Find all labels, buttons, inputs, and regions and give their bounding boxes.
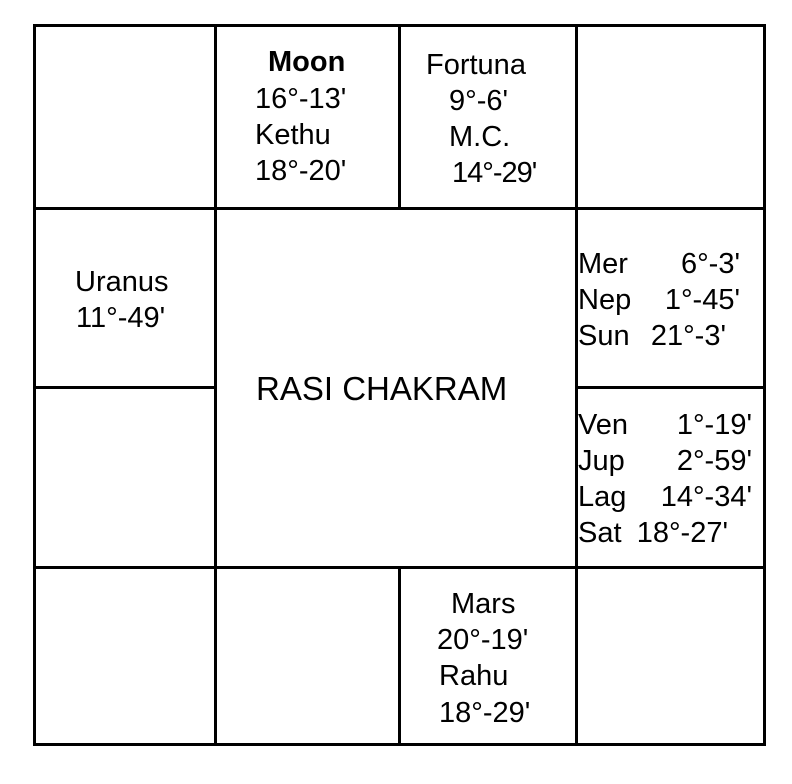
chart-title: RASI CHAKRAM [256, 370, 508, 407]
planet-name: Jup [578, 445, 625, 477]
grid-line-v-top-mid [398, 24, 401, 210]
planet-name: Sun [578, 320, 630, 352]
house-top-2-planet-2: Kethu [255, 119, 331, 151]
grid-line-v2 [575, 24, 578, 746]
house-bottom-3-planet-2: Rahu [439, 660, 509, 692]
house-left-2-planet-1: Uranus [75, 266, 169, 298]
house-top-3-degree-2: 14°-29' [452, 157, 537, 189]
house-bottom-3-degree-2: 18°-29' [439, 697, 531, 729]
house-right-3-row: Lag 14°-34' [578, 479, 752, 515]
house-top-2-planet-1: Moon [268, 46, 346, 78]
planet-name: Lag [578, 481, 627, 513]
house-bottom-3-planet-1: Mars [451, 588, 516, 620]
house-right-2: Mer 6°-3' Nep 1°-45' Sun 21°-3' [578, 246, 740, 354]
outer-border-left [33, 24, 36, 746]
planet-degree: 18°-27' [636, 517, 728, 549]
house-right-3-row: Sat 18°-27' [578, 515, 728, 551]
planet-name: Nep [578, 284, 632, 316]
planet-degree: 1°-19' [676, 409, 752, 441]
planet-degree: 21°-3' [650, 320, 726, 352]
planet-degree: 2°-59' [676, 445, 752, 477]
house-top-3-planet-1: Fortuna [426, 49, 526, 81]
planet-degree: 1°-45' [664, 284, 740, 316]
house-top-3-degree-1: 9°-6' [449, 85, 509, 117]
planet-name: Mer [578, 248, 628, 280]
grid-line-v1 [214, 24, 217, 746]
house-top-2-degree-2: 18°-20' [255, 155, 347, 187]
grid-line-v-bottom-mid [398, 566, 401, 746]
house-top-3-planet-2: M.C. [449, 121, 511, 153]
house-left-2-degree-1: 11°-49' [76, 302, 166, 334]
house-right-3: Ven 1°-19' Jup 2°-59' Lag 14°-34' Sat 18… [578, 407, 752, 551]
house-right-3-row: Jup 2°-59' [578, 443, 752, 479]
planet-name: Ven [578, 409, 628, 441]
house-right-2-row: Nep 1°-45' [578, 282, 740, 318]
outer-border-right [763, 24, 766, 746]
house-right-2-row: Mer 6°-3' [578, 246, 740, 282]
house-bottom-3-degree-1: 20°-19' [437, 624, 529, 656]
planet-degree: 6°-3' [680, 248, 740, 280]
grid-line-h-right-mid [576, 386, 766, 389]
house-right-2-row: Sun 21°-3' [578, 318, 726, 354]
grid-line-h-left-mid [33, 386, 217, 389]
house-top-2-degree-1: 16°-13' [255, 83, 347, 115]
planet-name: Sat [578, 517, 622, 549]
planet-degree: 14°-34' [660, 481, 752, 513]
house-right-3-row: Ven 1°-19' [578, 407, 752, 443]
